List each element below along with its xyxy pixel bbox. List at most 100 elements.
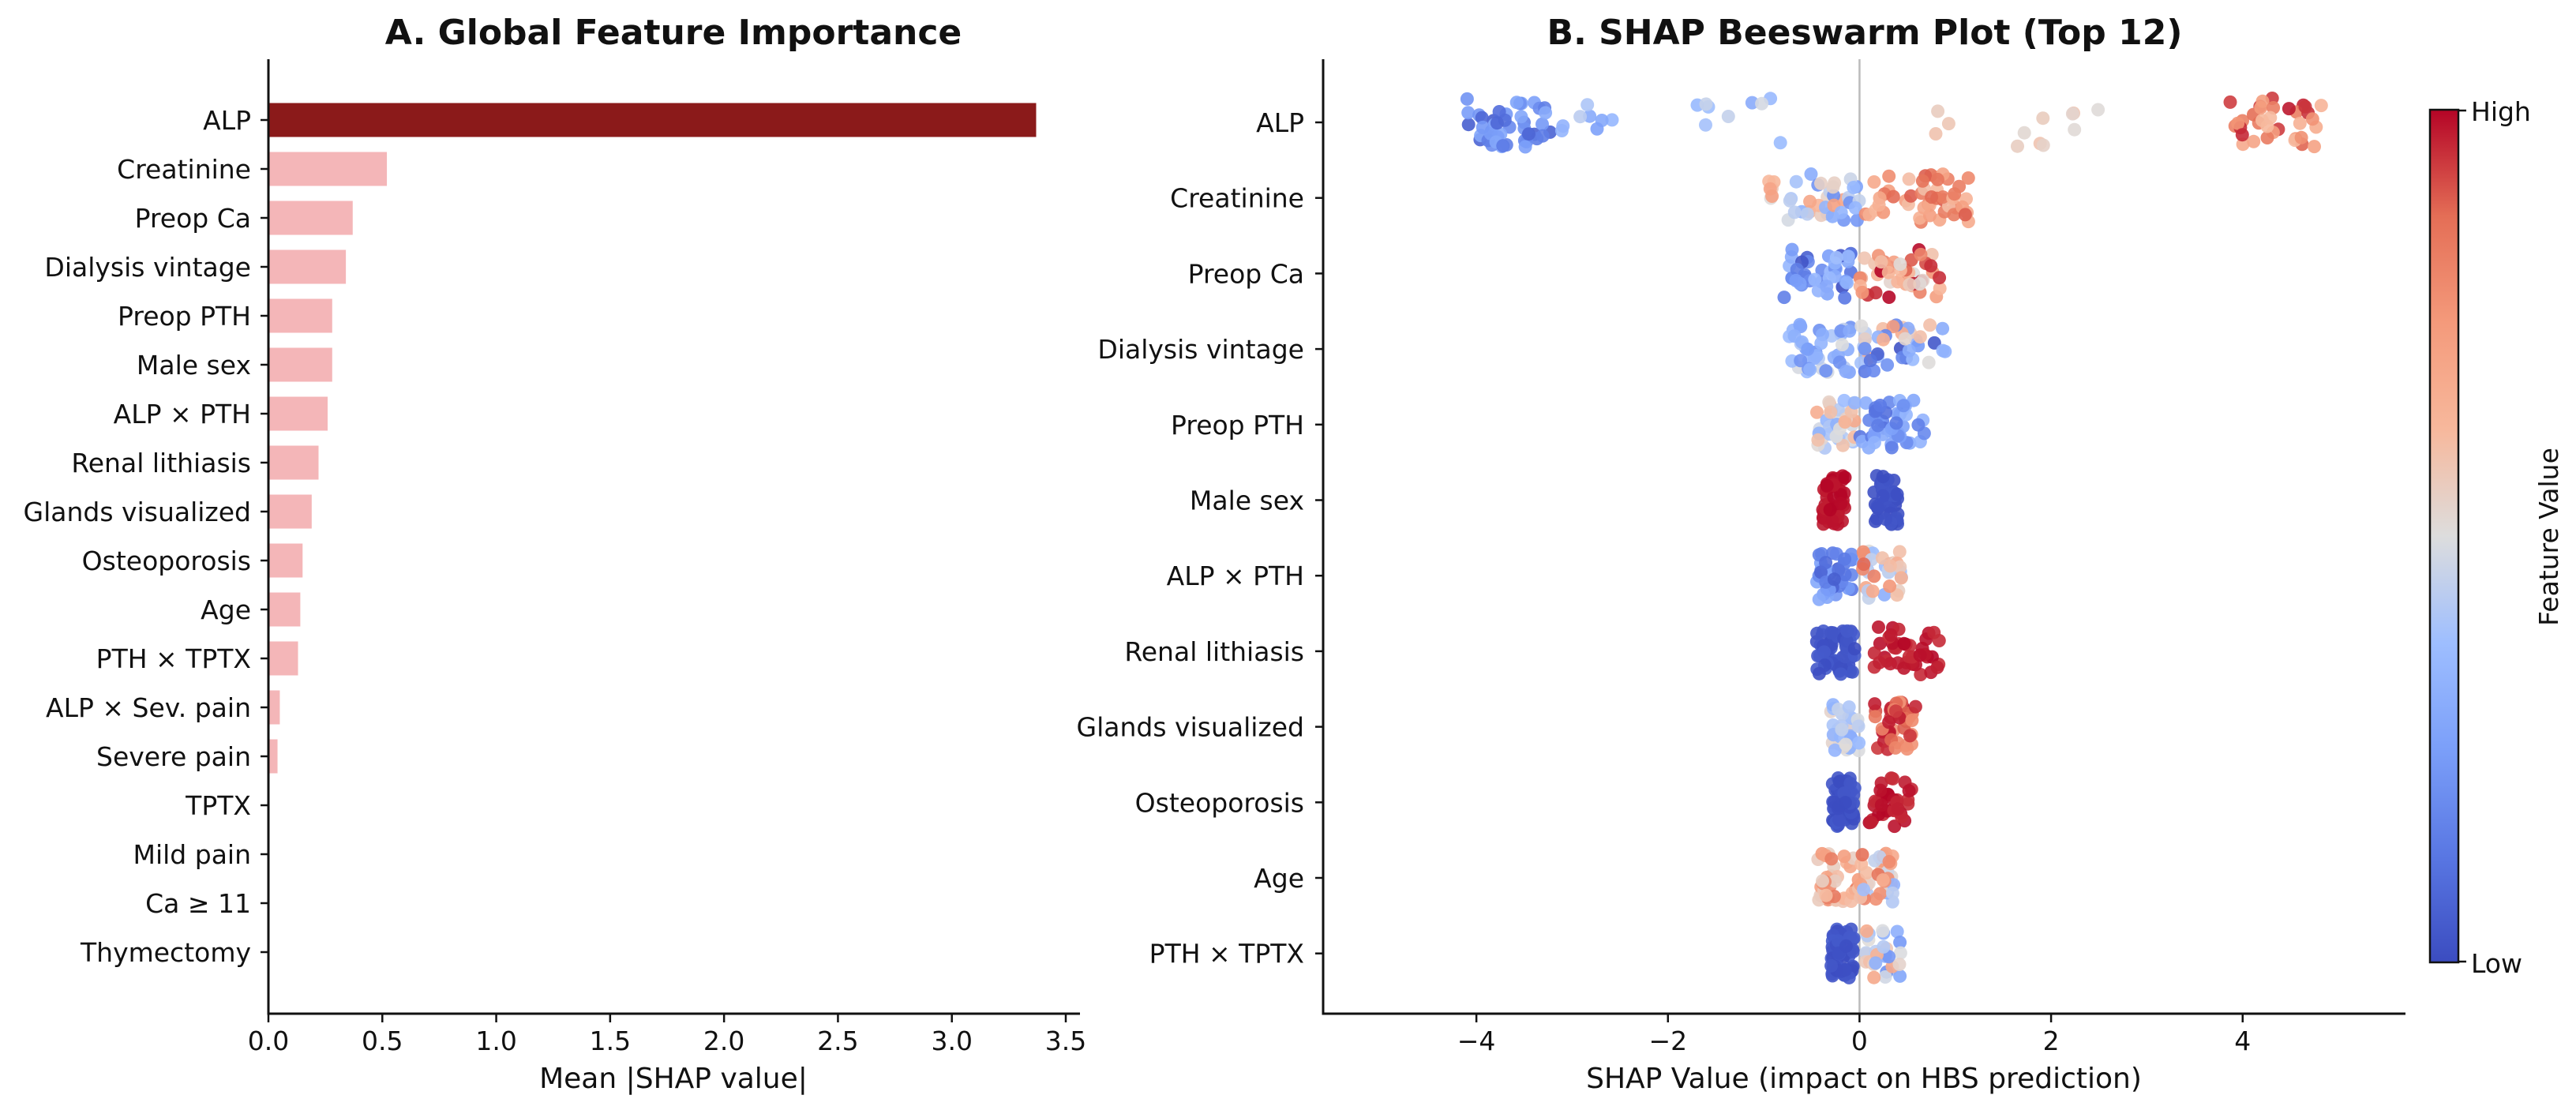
point-glands-visualized — [1868, 697, 1882, 711]
category-label-preop-ca: Preop Ca — [135, 203, 251, 234]
point-alp — [1580, 98, 1595, 112]
point-male-sex — [1820, 478, 1834, 493]
point-preop-ca — [1881, 265, 1895, 279]
point-dialysis-vintage — [1803, 362, 1817, 377]
point-creatinine — [1789, 174, 1803, 189]
point-pth-x-tptx — [1892, 958, 1907, 971]
category-label-alp-x-pth: ALP × PTH — [114, 399, 251, 429]
point-renal-lithiasis — [1810, 626, 1824, 640]
point-preop-pth — [1884, 441, 1899, 455]
point-alp — [2305, 112, 2319, 126]
point-creatinine — [1787, 205, 1802, 219]
point-renal-lithiasis — [1914, 668, 1928, 681]
point-preop-ca — [1903, 277, 1917, 291]
category-label-alp-x-sev-pain: ALP × Sev. pain — [46, 692, 251, 723]
point-alp — [2017, 126, 2031, 140]
point-preop-ca — [1808, 272, 1822, 287]
point-osteoporosis — [1902, 784, 1916, 798]
point-alp — [1460, 92, 1474, 106]
category-label-preop-pth: Preop PTH — [118, 301, 251, 332]
point-age — [1885, 887, 1899, 900]
point-pth-x-tptx — [1860, 924, 1874, 938]
point-osteoporosis — [1832, 813, 1847, 827]
colorbar: High Low Feature Value — [2428, 96, 2564, 979]
bar-severe-pain — [268, 739, 278, 774]
x-tick-label: 1.0 — [475, 1026, 516, 1056]
point-renal-lithiasis — [1897, 636, 1911, 651]
point-alp — [2293, 116, 2307, 130]
panel-a-bars — [268, 103, 1037, 774]
point-age — [1828, 874, 1842, 888]
x-tick-label: 0.0 — [248, 1026, 289, 1056]
point-renal-lithiasis — [1834, 667, 1848, 681]
point-osteoporosis — [1891, 802, 1905, 816]
point-alp — [1518, 140, 1532, 154]
point-renal-lithiasis — [1872, 620, 1885, 634]
point-dialysis-vintage — [1839, 365, 1853, 378]
x-tick-label: 2 — [2043, 1026, 2060, 1056]
point-creatinine — [1904, 189, 1918, 203]
point-alp — [2011, 139, 2024, 153]
point-osteoporosis — [1832, 774, 1847, 789]
point-age — [1819, 888, 1833, 902]
colorbar-high-label: High — [2471, 96, 2531, 127]
point-dialysis-vintage — [1794, 354, 1808, 368]
category-label-renal-lithiasis: Renal lithiasis — [71, 448, 251, 478]
category-label-pth-x-tptx: PTH × TPTX — [96, 643, 251, 674]
x-tick-label: 0 — [1851, 1026, 1868, 1056]
point-dialysis-vintage — [1902, 343, 1916, 358]
point-alp-x-pth — [1894, 571, 1908, 585]
point-alp — [2298, 99, 2312, 114]
point-male-sex — [1876, 470, 1890, 484]
point-alp — [2247, 134, 2261, 148]
point-renal-lithiasis — [1817, 645, 1832, 659]
point-creatinine — [1958, 208, 1972, 222]
x-tick-label: 3.0 — [931, 1026, 972, 1056]
point-creatinine — [1867, 175, 1881, 189]
point-alp — [1492, 105, 1506, 118]
point-glands-visualized — [1868, 710, 1882, 724]
x-tick-label: −2 — [1648, 1026, 1687, 1056]
panel-b-x-axis-label: SHAP Value (impact on HBS prediction) — [1586, 1063, 2142, 1095]
point-preop-pth — [1810, 405, 1824, 419]
point-alp — [1535, 117, 1549, 131]
panel-b-feature-labels: ALP Creatinine Preop Ca Dialysis vintage Pre… — [1077, 107, 1323, 969]
category-label-dialysis-vintage: Dialysis vintage — [44, 252, 251, 283]
point-creatinine — [1783, 193, 1797, 208]
point-pth-x-tptx — [1869, 956, 1883, 970]
point-dialysis-vintage — [1863, 354, 1877, 368]
point-glands-visualized — [1882, 715, 1896, 729]
point-male-sex — [1871, 501, 1885, 515]
point-dialysis-vintage — [1854, 319, 1869, 333]
point-osteoporosis — [1843, 776, 1858, 790]
feature-label-preop-pth: Preop PTH — [1171, 410, 1304, 441]
point-male-sex — [1825, 514, 1839, 527]
point-preop-ca — [1785, 242, 1799, 257]
point-alp — [1490, 116, 1504, 130]
point-creatinine — [1826, 180, 1840, 194]
point-preop-ca — [1777, 291, 1791, 305]
point-pth-x-tptx — [1890, 924, 1904, 939]
point-pth-x-tptx — [1876, 924, 1890, 938]
beeswarm-points — [1460, 92, 2328, 984]
point-alp — [2235, 128, 2249, 142]
point-alp — [1605, 113, 1619, 127]
point-renal-lithiasis — [1840, 624, 1854, 638]
point-creatinine — [1936, 190, 1950, 204]
point-creatinine — [1800, 207, 1814, 221]
point-male-sex — [1823, 503, 1837, 517]
point-dialysis-vintage — [1880, 358, 1895, 372]
point-preop-ca — [1913, 277, 1927, 291]
point-preop-ca — [1840, 276, 1854, 290]
point-alp — [2068, 122, 2082, 137]
point-renal-lithiasis — [1883, 657, 1897, 671]
point-dialysis-vintage — [1787, 329, 1802, 343]
point-age — [1869, 892, 1883, 906]
point-renal-lithiasis — [1884, 628, 1898, 642]
point-alp — [1755, 96, 1769, 111]
point-preop-pth — [1889, 416, 1903, 430]
panel-a-x-axis-label: Mean |SHAP value| — [539, 1063, 808, 1095]
category-label-tptx: TPTX — [185, 790, 251, 821]
point-pth-x-tptx — [1882, 950, 1896, 964]
